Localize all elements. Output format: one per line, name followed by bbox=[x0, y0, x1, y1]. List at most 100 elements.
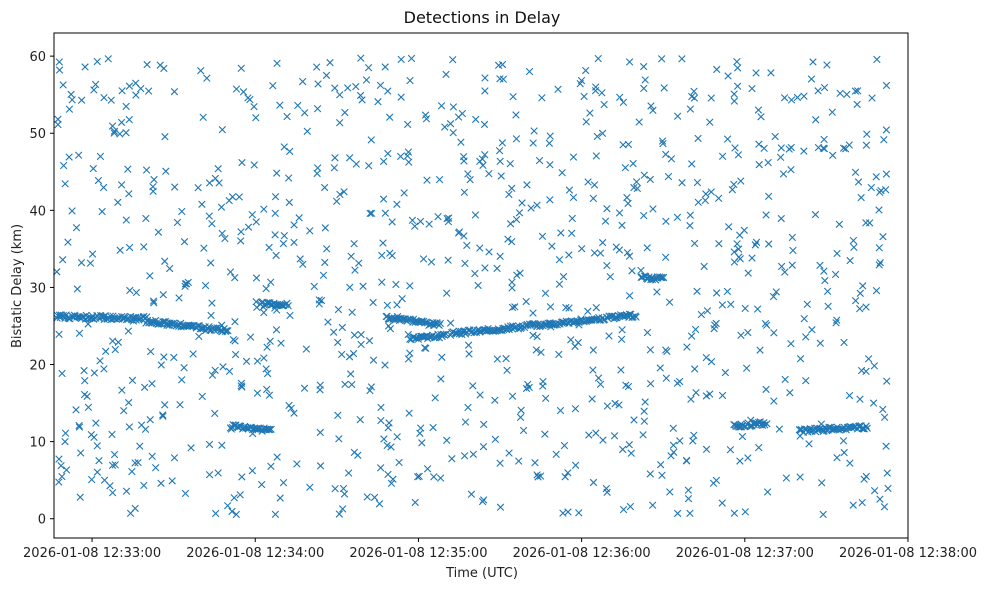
data-point bbox=[178, 207, 186, 216]
data-point bbox=[862, 219, 870, 227]
data-point bbox=[142, 214, 150, 223]
data-point bbox=[194, 183, 202, 192]
data-point bbox=[374, 98, 382, 106]
x-tick-label: 2026-01-08 12:37:00 bbox=[676, 546, 814, 561]
data-point bbox=[218, 125, 226, 134]
data-point bbox=[93, 442, 101, 450]
data-point bbox=[379, 239, 387, 247]
data-point bbox=[341, 108, 349, 117]
data-point bbox=[530, 127, 538, 135]
data-point bbox=[271, 231, 279, 239]
data-point bbox=[586, 109, 594, 117]
data-point bbox=[777, 262, 786, 271]
data-point bbox=[819, 425, 827, 434]
data-point bbox=[800, 315, 808, 323]
data-point bbox=[811, 116, 820, 124]
data-point bbox=[588, 395, 596, 403]
data-point bbox=[132, 91, 140, 99]
data-point bbox=[59, 256, 67, 264]
data-point bbox=[736, 457, 744, 465]
data-point bbox=[512, 135, 521, 143]
data-point bbox=[640, 417, 649, 425]
data-point bbox=[197, 67, 205, 75]
data-point bbox=[471, 269, 479, 278]
data-point bbox=[306, 483, 314, 491]
data-point bbox=[863, 130, 871, 138]
data-point bbox=[211, 409, 219, 418]
data-point bbox=[315, 300, 323, 308]
data-point bbox=[684, 486, 693, 494]
data-point bbox=[387, 443, 395, 451]
data-point bbox=[58, 472, 66, 481]
data-point bbox=[702, 190, 710, 198]
data-point bbox=[621, 164, 630, 172]
data-point bbox=[222, 327, 231, 335]
x-axis: 2026-01-08 12:33:00 2026-01-08 12:34:00 20… bbox=[23, 538, 977, 561]
data-point bbox=[156, 61, 164, 69]
data-point bbox=[875, 188, 884, 197]
data-point bbox=[802, 376, 810, 385]
data-point bbox=[819, 510, 827, 519]
data-point bbox=[814, 87, 822, 95]
data-point bbox=[323, 245, 331, 253]
data-point bbox=[623, 248, 632, 257]
data-point bbox=[346, 283, 354, 292]
data-point bbox=[392, 280, 400, 289]
data-point bbox=[875, 244, 883, 252]
data-point bbox=[682, 457, 691, 465]
data-point bbox=[336, 91, 344, 99]
data-point bbox=[765, 240, 773, 248]
data-point bbox=[100, 94, 108, 102]
data-point bbox=[828, 108, 836, 116]
data-point bbox=[340, 490, 349, 498]
data-point bbox=[125, 82, 134, 90]
data-point bbox=[211, 509, 220, 518]
data-point bbox=[260, 308, 268, 317]
data-point bbox=[585, 431, 593, 439]
data-point bbox=[567, 229, 576, 237]
data-point bbox=[564, 469, 572, 477]
data-point bbox=[873, 55, 881, 64]
data-point bbox=[75, 421, 83, 430]
data-point bbox=[126, 286, 134, 295]
data-point bbox=[181, 489, 190, 498]
data-point bbox=[618, 221, 626, 229]
data-point bbox=[851, 87, 860, 95]
data-point bbox=[131, 459, 139, 467]
data-point bbox=[198, 200, 206, 208]
data-point bbox=[267, 278, 275, 286]
data-point bbox=[661, 253, 670, 262]
data-point bbox=[207, 311, 215, 320]
data-point bbox=[352, 82, 360, 91]
data-point bbox=[146, 272, 154, 280]
data-point bbox=[755, 140, 763, 148]
data-point bbox=[752, 238, 761, 246]
data-point bbox=[621, 312, 629, 320]
data-point bbox=[262, 365, 270, 373]
data-point bbox=[623, 193, 631, 202]
data-point bbox=[572, 317, 581, 326]
data-point bbox=[366, 209, 374, 218]
data-point bbox=[231, 273, 239, 282]
data-point bbox=[290, 409, 298, 417]
data-point bbox=[76, 449, 85, 457]
data-point bbox=[496, 75, 504, 83]
data-point bbox=[646, 470, 654, 478]
data-point bbox=[669, 424, 677, 432]
data-point bbox=[128, 376, 137, 385]
data-point bbox=[187, 444, 195, 452]
data-point bbox=[460, 157, 468, 165]
data-point bbox=[770, 397, 778, 405]
data-point bbox=[591, 86, 600, 95]
data-point bbox=[170, 454, 179, 462]
data-point bbox=[383, 301, 392, 310]
data-point bbox=[58, 369, 66, 378]
data-point bbox=[316, 428, 324, 437]
data-point bbox=[252, 274, 261, 282]
data-point bbox=[157, 361, 165, 369]
data-point bbox=[322, 71, 331, 80]
data-point bbox=[506, 159, 514, 168]
data-point bbox=[854, 178, 863, 186]
data-point bbox=[491, 435, 500, 444]
data-point bbox=[481, 74, 489, 82]
